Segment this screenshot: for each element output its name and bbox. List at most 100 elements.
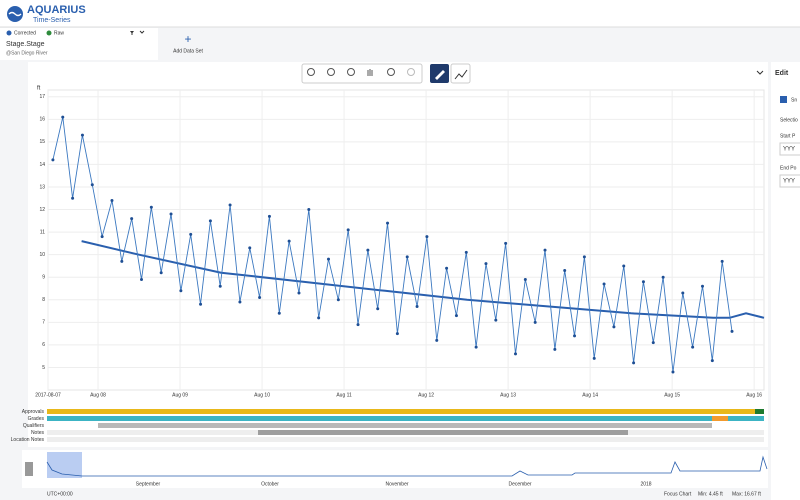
data-point (494, 318, 498, 322)
data-point (297, 291, 301, 295)
toolbar-icons[interactable] (307, 68, 415, 77)
focus-handle[interactable] (25, 462, 33, 476)
data-point (386, 221, 390, 225)
focus-max: Max: 16.67 ft (732, 491, 762, 497)
data-point (671, 370, 675, 374)
data-point (602, 282, 606, 286)
add-data-set[interactable]: Add Data Set (173, 48, 203, 54)
data-point (258, 296, 262, 300)
data-point (130, 217, 134, 221)
dataset-name: Stage.Stage (6, 41, 45, 48)
x-tick-label: Aug 09 (172, 392, 188, 398)
y-axis-label: ft (37, 86, 41, 92)
data-point (484, 262, 488, 266)
row-label: Qualifiers (23, 423, 45, 429)
data-point (612, 325, 616, 329)
y-tick-label: 8 (42, 297, 45, 303)
edit-panel (771, 62, 800, 500)
focus-chart (22, 450, 768, 488)
data-point (71, 196, 75, 200)
data-point (307, 208, 311, 212)
data-point (326, 257, 330, 261)
data-point (632, 361, 636, 365)
data-point (592, 356, 596, 360)
dataset-location: @San Diego River (6, 50, 48, 56)
data-point (553, 347, 557, 351)
x-tick-label: Aug 16 (746, 392, 762, 398)
y-tick-label: 11 (40, 229, 45, 235)
trend-icon (454, 69, 468, 80)
logo-title: AQUARIUS (27, 4, 86, 16)
data-point (563, 268, 567, 272)
start-label: Start P (780, 133, 796, 139)
data-point (730, 329, 734, 333)
add-icon[interactable]: + (184, 32, 191, 46)
data-point (641, 280, 645, 284)
data-point (454, 314, 458, 318)
y-tick-label: 6 (42, 342, 45, 348)
data-point (513, 352, 517, 356)
row-label: Approvals (22, 409, 45, 415)
month-label: 2018 (640, 481, 651, 487)
x-tick-label: Aug 08 (90, 392, 106, 398)
y-tick-label: 12 (39, 207, 45, 213)
data-point (573, 334, 577, 338)
end-label: End Po (780, 165, 797, 171)
data-point (435, 338, 439, 342)
data-point (582, 255, 586, 259)
data-point (110, 199, 114, 203)
logo-subtitle: Time-Series (33, 17, 71, 24)
checkbox[interactable] (780, 96, 787, 103)
data-point (720, 259, 724, 263)
data-point (189, 232, 193, 236)
data-point (169, 212, 173, 216)
y-tick-label: 17 (39, 94, 45, 100)
data-point (710, 359, 714, 363)
data-point (218, 284, 222, 288)
data-point (199, 302, 203, 306)
y-tick-label: 15 (39, 139, 45, 145)
start-input-text: YYY (783, 147, 795, 153)
legend-label[interactable]: Corrected (14, 30, 36, 36)
y-tick-label: 7 (42, 320, 45, 326)
data-point (691, 345, 695, 349)
data-point (149, 205, 153, 209)
start-input[interactable] (779, 142, 800, 156)
x-tick-label: 2017-08-07 (35, 392, 61, 398)
data-point (504, 241, 508, 245)
toolbar (301, 63, 423, 84)
timezone: UTC+00:00 (47, 491, 73, 497)
data-point (405, 255, 409, 259)
data-point (267, 214, 271, 218)
y-tick-label: 13 (39, 184, 45, 190)
collapse-icon[interactable] (756, 70, 764, 75)
focus-min: Min: 4.45 ft (698, 491, 723, 497)
data-point (376, 307, 380, 311)
row-label: Grades (28, 416, 45, 422)
y-tick-label: 9 (42, 275, 45, 281)
focus-window[interactable] (47, 452, 82, 478)
row-label: Location Notes (11, 437, 45, 443)
trend-button[interactable] (450, 63, 471, 84)
series-line (52, 116, 733, 373)
data-point (90, 183, 94, 187)
x-tick-label: Aug 13 (500, 392, 516, 398)
data-point (238, 300, 242, 304)
data-point (651, 341, 655, 345)
x-tick-label: Aug 14 (582, 392, 598, 398)
data-point (543, 248, 547, 252)
data-point (474, 345, 478, 349)
end-input[interactable] (779, 174, 800, 188)
x-tick-label: Aug 11 (336, 392, 352, 398)
legend-dot (46, 30, 52, 36)
data-point (208, 219, 212, 223)
series-line (81, 240, 765, 319)
x-tick-label: Aug 12 (418, 392, 434, 398)
filter-icon[interactable] (130, 31, 134, 35)
x-tick-label: Aug 10 (254, 392, 270, 398)
legend-label[interactable]: Raw (54, 30, 64, 36)
dropdown-icon[interactable] (139, 30, 145, 34)
y-tick-label: 16 (39, 117, 45, 123)
plot-area (47, 89, 765, 391)
